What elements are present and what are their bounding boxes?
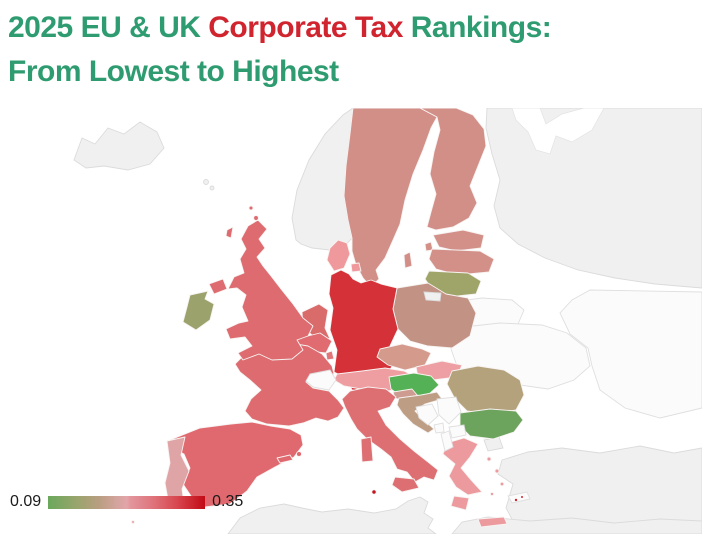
country-greece-island[interactable]: [486, 456, 492, 462]
country-greece-crete[interactable]: [477, 516, 508, 528]
landmass-north-africa-west: [227, 496, 437, 534]
cyprus-dot: [521, 496, 523, 498]
country-sweden[interactable]: [343, 108, 438, 288]
colorbar-legend: 0.09 0.35: [10, 493, 243, 511]
title-segment-red: Corporate Tax: [208, 11, 403, 44]
landmass-faroe: [203, 179, 209, 185]
country-greece-island[interactable]: [494, 468, 500, 474]
country-romania[interactable]: [446, 365, 525, 415]
landmass-serbia: [436, 396, 462, 425]
landmass-north-macedonia: [448, 424, 467, 439]
landmass-faroe-2: [209, 185, 215, 191]
country-estonia[interactable]: [432, 229, 485, 252]
country-uk-shetland[interactable]: [248, 205, 254, 211]
country-spain-balearics[interactable]: [276, 454, 294, 464]
legend-max-label: 0.35: [212, 493, 244, 510]
country-latvia[interactable]: [428, 248, 495, 276]
country-greece-island[interactable]: [489, 491, 495, 497]
landmass-switzerland: [305, 369, 337, 391]
country-france[interactable]: [234, 343, 345, 427]
country-finland[interactable]: [419, 108, 487, 231]
landmass-iceland: [73, 121, 165, 171]
country-united-kingdom[interactable]: [225, 219, 314, 361]
country-sweden-gotland[interactable]: [403, 251, 413, 269]
country-malta[interactable]: [371, 489, 377, 495]
landmass-montenegro: [433, 422, 445, 434]
country-denmark[interactable]: [326, 239, 351, 272]
country-bulgaria[interactable]: [459, 408, 524, 440]
country-italy-sicily[interactable]: [391, 476, 420, 493]
country-greece-peloponnese[interactable]: [450, 495, 470, 511]
landmass-russia: [485, 108, 702, 289]
landmass-russia-south: [559, 289, 702, 419]
landmass-turkey: [497, 445, 702, 534]
europe-choropleth-map: [0, 108, 702, 534]
legend-min-label: 0.09: [10, 493, 42, 510]
title-line-1: 2025 EU & UK Corporate Tax Rankings:: [8, 6, 552, 50]
white-sea: [511, 108, 605, 155]
landmass-north-africa-east: [451, 516, 702, 534]
title-segment-green-2: Rankings:: [402, 11, 552, 44]
country-uk-northern-ireland[interactable]: [208, 278, 228, 295]
country-uk-hebrides[interactable]: [225, 226, 234, 239]
country-italy[interactable]: [341, 386, 439, 483]
landmass-kaliningrad: [423, 291, 442, 302]
country-portugal-madeira[interactable]: [131, 520, 135, 524]
country-ireland[interactable]: [182, 290, 215, 331]
cyprus-dot: [514, 498, 518, 502]
country-luxembourg[interactable]: [325, 350, 335, 361]
country-denmark-islands[interactable]: [350, 262, 362, 273]
country-greece[interactable]: [442, 437, 483, 496]
landmass-bosnia: [415, 403, 439, 426]
country-italy-sardinia[interactable]: [360, 436, 374, 463]
country-uk-orkney[interactable]: [253, 215, 259, 221]
title-segment-green-1: 2025 EU & UK: [8, 11, 209, 44]
title-line-2: From Lowest to Highest: [8, 55, 339, 88]
landmass-cyprus: [507, 491, 531, 504]
country-spain-balearic-island[interactable]: [296, 451, 302, 457]
legend-gradient-bar: [48, 495, 206, 509]
map-svg: [73, 108, 702, 534]
landmass-albania: [440, 430, 454, 452]
landmass-norway: [291, 108, 354, 251]
page-title: 2025 EU & UK Corporate Tax Rankings: Fro…: [8, 6, 552, 94]
country-greece-island[interactable]: [499, 481, 505, 487]
